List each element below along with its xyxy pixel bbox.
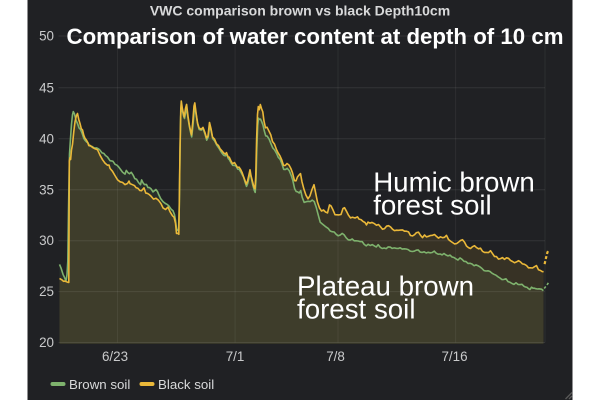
- svg-text:Comparison of water content at: Comparison of water content at depth of …: [67, 24, 564, 49]
- svg-text:25: 25: [39, 284, 54, 299]
- svg-text:30: 30: [39, 233, 54, 248]
- svg-text:50: 50: [39, 29, 54, 44]
- svg-text:35: 35: [39, 182, 54, 197]
- svg-text:45: 45: [39, 80, 54, 95]
- svg-text:40: 40: [39, 131, 54, 146]
- svg-text:6/23: 6/23: [102, 349, 128, 364]
- svg-text:7/8: 7/8: [326, 349, 345, 364]
- svg-text:7/1: 7/1: [226, 349, 245, 364]
- svg-text:VWC comparison brown vs black: VWC comparison brown vs black Depth10cm: [150, 3, 450, 19]
- svg-text:forest soil: forest soil: [297, 294, 415, 325]
- svg-text:20: 20: [39, 335, 54, 350]
- svg-text:Plateau brown: Plateau brown: [297, 270, 474, 301]
- svg-text:Black soil: Black soil: [158, 377, 214, 392]
- svg-text:7/16: 7/16: [441, 349, 467, 364]
- svg-text:forest soil: forest soil: [373, 190, 491, 221]
- svg-text:Brown soil: Brown soil: [69, 377, 130, 392]
- svg-text:Humic brown: Humic brown: [373, 166, 535, 197]
